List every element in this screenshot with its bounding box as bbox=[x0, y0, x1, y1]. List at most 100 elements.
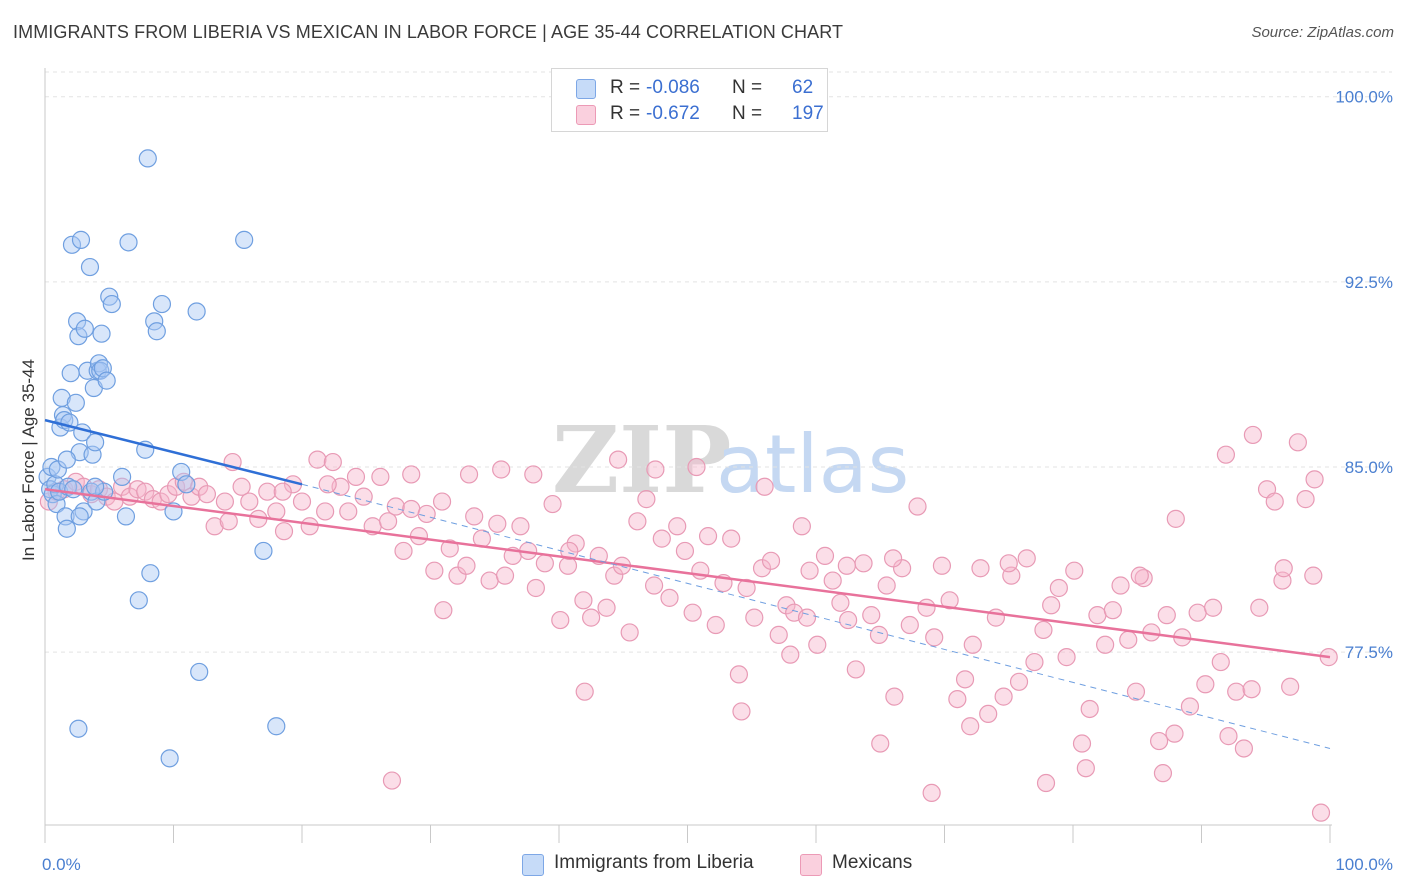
data-point bbox=[1311, 803, 1331, 822]
legend-r-value: -0.086 bbox=[646, 77, 700, 98]
bottom-legend-label-liberia: Immigrants from Liberia bbox=[554, 852, 754, 873]
bottom-legend-label-mexicans: Mexicans bbox=[832, 852, 913, 873]
data-point bbox=[69, 719, 88, 738]
data-point bbox=[605, 566, 624, 585]
data-point bbox=[597, 598, 616, 617]
data-point bbox=[815, 546, 835, 565]
data-point bbox=[524, 465, 543, 484]
data-point bbox=[177, 475, 196, 494]
data-point bbox=[575, 682, 594, 701]
data-point bbox=[339, 502, 358, 521]
data-point bbox=[698, 527, 718, 546]
data-point bbox=[800, 561, 819, 580]
data-point bbox=[940, 591, 959, 610]
data-point bbox=[652, 529, 671, 548]
data-point bbox=[646, 460, 665, 479]
data-point bbox=[846, 660, 865, 679]
data-point bbox=[1057, 648, 1076, 667]
bottom-legend-swatch-liberia bbox=[522, 854, 544, 876]
data-point bbox=[687, 457, 706, 477]
data-point bbox=[159, 485, 178, 504]
data-point bbox=[769, 625, 788, 644]
data-point bbox=[136, 482, 155, 501]
data-point bbox=[323, 452, 342, 472]
data-point bbox=[526, 578, 545, 598]
data-point bbox=[354, 487, 373, 506]
data-point bbox=[1153, 764, 1173, 783]
data-point bbox=[318, 475, 337, 494]
data-point bbox=[971, 559, 990, 578]
data-point bbox=[683, 603, 702, 622]
data-point bbox=[254, 541, 273, 561]
watermark-atlas: atlas bbox=[716, 418, 909, 511]
data-point bbox=[745, 608, 764, 627]
data-point bbox=[1049, 578, 1068, 598]
data-point bbox=[152, 294, 172, 314]
data-point bbox=[190, 662, 209, 682]
data-point bbox=[609, 450, 628, 469]
data-point bbox=[781, 645, 800, 664]
legend-swatch-mexicans bbox=[576, 105, 596, 125]
data-point bbox=[1042, 596, 1061, 615]
data-point bbox=[582, 608, 601, 627]
trendline-mexicans bbox=[44, 487, 1331, 659]
trendlines bbox=[44, 418, 1331, 749]
data-point bbox=[274, 522, 294, 541]
y-tick-label: 77.5% bbox=[1345, 643, 1393, 662]
data-point bbox=[1288, 433, 1307, 452]
data-point bbox=[232, 477, 251, 496]
data-point bbox=[1216, 445, 1236, 464]
data-point bbox=[219, 512, 238, 531]
legend-r-value: -0.672 bbox=[646, 103, 700, 124]
data-point bbox=[267, 502, 286, 521]
data-point bbox=[1072, 734, 1092, 753]
trendline-liberia bbox=[44, 418, 303, 486]
data-point bbox=[535, 554, 554, 573]
legend-n-value: 197 bbox=[792, 103, 824, 124]
data-point bbox=[777, 596, 796, 615]
data-point bbox=[675, 541, 695, 561]
data-point bbox=[62, 235, 82, 254]
data-point bbox=[75, 319, 94, 338]
data-point bbox=[999, 554, 1018, 573]
data-point bbox=[1076, 759, 1095, 778]
data-point bbox=[1036, 773, 1056, 793]
data-point bbox=[706, 615, 725, 635]
data-point bbox=[402, 499, 421, 519]
data-point bbox=[138, 149, 157, 168]
data-point bbox=[1274, 559, 1293, 578]
data-point bbox=[885, 687, 904, 706]
data-point bbox=[917, 598, 936, 617]
data-point bbox=[908, 497, 927, 516]
data-point bbox=[948, 689, 967, 709]
data-point bbox=[425, 561, 444, 580]
data-point bbox=[69, 327, 88, 346]
data-point bbox=[300, 517, 319, 536]
legend-n-value: 62 bbox=[792, 77, 814, 98]
data-point bbox=[722, 529, 741, 548]
data-point bbox=[66, 393, 85, 412]
data-point bbox=[1096, 635, 1115, 654]
y-axis-label: In Labor Force | Age 35-44 bbox=[19, 359, 38, 561]
data-point bbox=[755, 477, 774, 496]
data-point bbox=[877, 576, 896, 595]
data-point bbox=[1119, 630, 1138, 649]
data-point bbox=[346, 467, 366, 486]
data-point bbox=[197, 485, 217, 504]
data-point bbox=[240, 492, 259, 511]
gridlines bbox=[45, 71, 1392, 653]
data-point bbox=[1265, 492, 1284, 511]
data-point bbox=[116, 507, 136, 526]
data-point bbox=[883, 549, 903, 568]
data-point bbox=[141, 564, 160, 583]
chart-title: IMMIGRANTS FROM LIBERIA VS MEXICAN IN LA… bbox=[13, 22, 844, 42]
data-point bbox=[378, 512, 398, 531]
data-point bbox=[417, 504, 436, 524]
data-point bbox=[273, 482, 292, 501]
data-point bbox=[1296, 490, 1315, 509]
bottom-legend-swatch-mexicans bbox=[800, 854, 822, 876]
data-point bbox=[1219, 727, 1238, 746]
data-point bbox=[86, 433, 105, 452]
data-point bbox=[1149, 731, 1169, 751]
data-point bbox=[459, 465, 479, 484]
